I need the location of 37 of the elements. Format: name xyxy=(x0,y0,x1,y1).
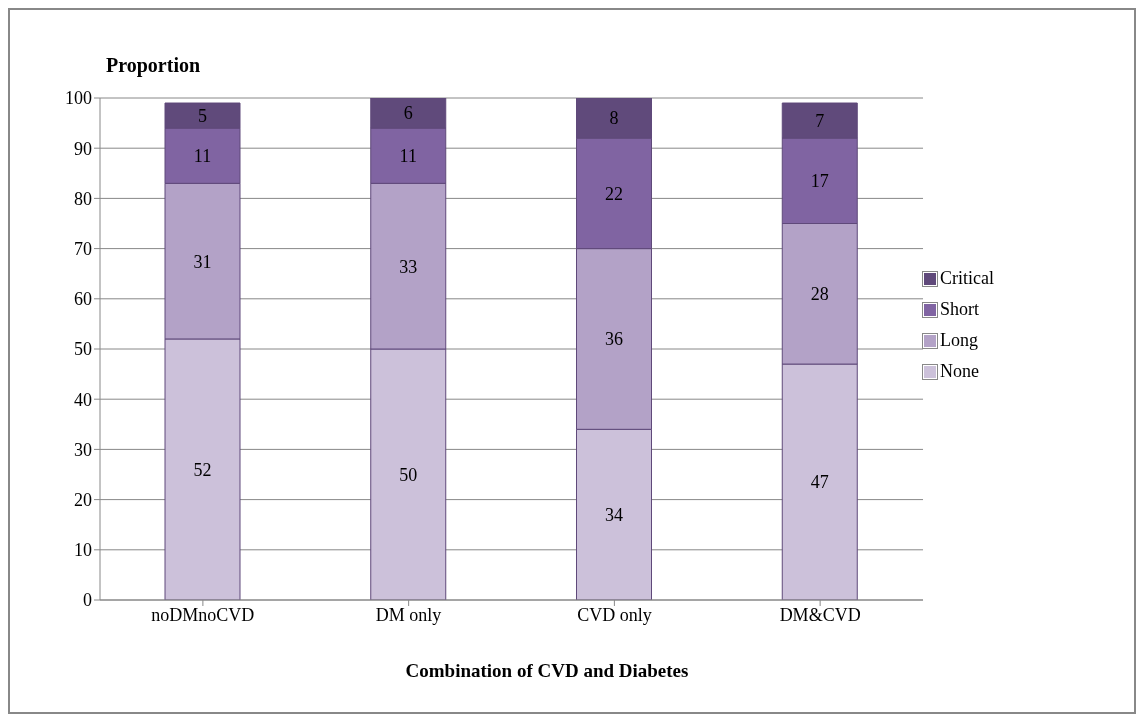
chart-title: Proportion xyxy=(106,54,201,77)
data-label: 17 xyxy=(810,171,829,192)
data-label: 34 xyxy=(605,505,624,526)
data-label: 8 xyxy=(609,108,619,129)
data-label: 11 xyxy=(193,146,212,167)
data-label: 52 xyxy=(193,459,212,480)
data-label: 47 xyxy=(810,472,829,493)
y-tick-label: 90 xyxy=(74,138,92,159)
y-tick-label: 0 xyxy=(83,590,92,611)
y-tick-label: 10 xyxy=(74,540,92,561)
data-label: 50 xyxy=(399,464,418,485)
legend-label: None xyxy=(940,361,980,382)
y-tick-label: 60 xyxy=(74,289,92,310)
data-label: 11 xyxy=(399,146,417,167)
data-label: 33 xyxy=(399,256,418,277)
x-tick-label: DM&CVD xyxy=(779,604,861,625)
y-tick-label: 80 xyxy=(74,188,92,209)
y-tick-label: 40 xyxy=(74,389,92,410)
y-tick-label: 100 xyxy=(65,88,92,109)
x-axis-title: Combination of CVD and Diabetes xyxy=(404,660,690,682)
x-tick-label: CVD only xyxy=(577,604,652,625)
data-label: 28 xyxy=(810,284,829,305)
data-label: 6 xyxy=(403,103,413,124)
data-label: 7 xyxy=(815,110,825,131)
y-tick-label: 20 xyxy=(74,489,92,510)
data-label: 5 xyxy=(198,105,207,126)
x-tick-label: noDMnoCVD xyxy=(151,604,255,625)
legend-label: Long xyxy=(940,330,979,351)
data-label: 31 xyxy=(193,251,212,272)
y-tick-label: 30 xyxy=(74,439,92,460)
data-label: 36 xyxy=(605,329,624,350)
legend-label: Critical xyxy=(940,268,994,289)
y-tick-label: 70 xyxy=(74,238,92,259)
y-tick-label: 50 xyxy=(74,339,92,360)
data-label: 22 xyxy=(605,183,624,204)
legend-label: Short xyxy=(940,299,980,320)
x-tick-label: DM only xyxy=(375,604,442,625)
